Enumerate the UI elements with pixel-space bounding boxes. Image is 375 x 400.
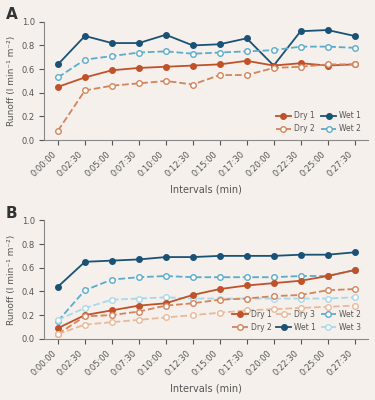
Legend: Dry 1, Dry 2, Wet 1, Wet 2: Dry 1, Dry 2, Wet 1, Wet 2 <box>273 108 364 136</box>
Legend: Dry 1, Dry 2, Dry 3, Wet 1, Wet 2, Wet 3: Dry 1, Dry 2, Dry 3, Wet 1, Wet 2, Wet 3 <box>230 307 364 335</box>
Text: B: B <box>6 206 17 221</box>
Y-axis label: Runoff (l min⁻¹ m⁻²): Runoff (l min⁻¹ m⁻²) <box>7 36 16 126</box>
Text: A: A <box>6 7 17 22</box>
X-axis label: Intervals (min): Intervals (min) <box>170 184 242 194</box>
X-axis label: Intervals (min): Intervals (min) <box>170 383 242 393</box>
Y-axis label: Runoff (l min⁻¹ m⁻²): Runoff (l min⁻¹ m⁻²) <box>7 234 16 325</box>
